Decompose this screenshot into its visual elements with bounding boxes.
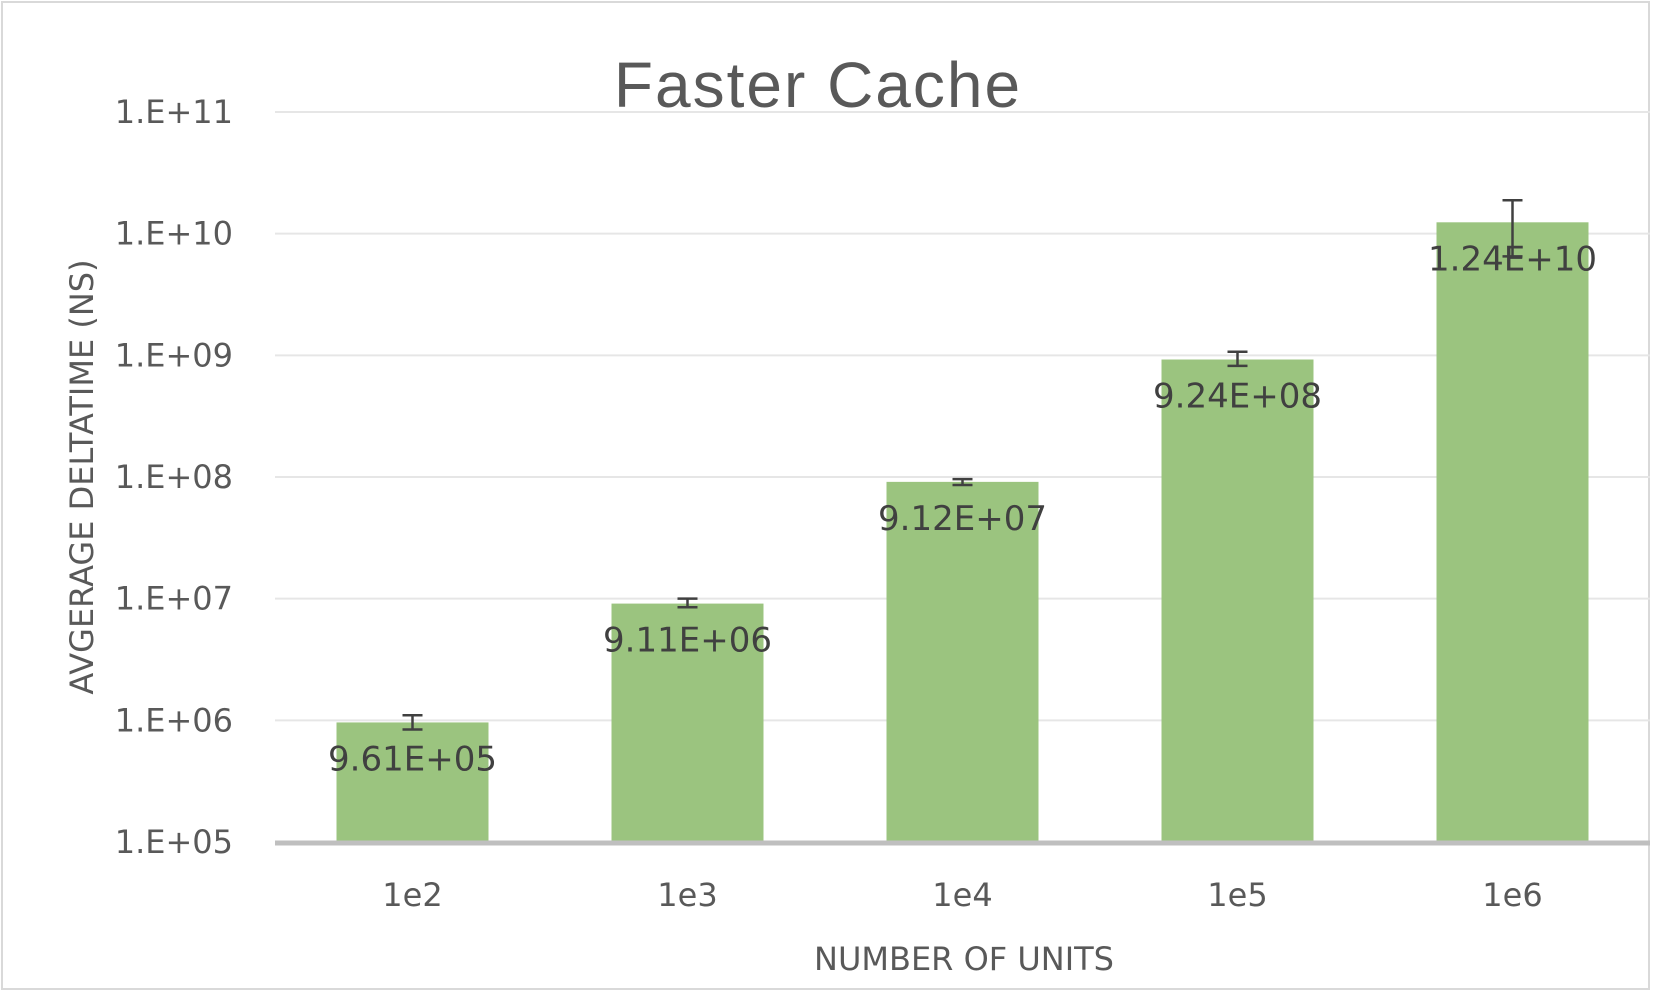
y-axis-tick-labels: 1.E+05 1.E+06 1.E+07 1.E+08 1.E+09 1.E+10 1.E+… bbox=[115, 93, 233, 861]
bar bbox=[886, 481, 1039, 842]
error-bar bbox=[952, 477, 973, 487]
y-tick-label: 1.E+08 bbox=[115, 458, 233, 496]
error-bar bbox=[677, 597, 698, 609]
y-axis-title: AVGERAGE DELTATIME (NS) bbox=[63, 259, 101, 694]
y-tick-label: 1.E+10 bbox=[115, 215, 233, 253]
data-label: 9.11E+06 bbox=[603, 621, 772, 661]
data-label: 9.12E+07 bbox=[878, 499, 1047, 539]
y-tick-label: 1.E+09 bbox=[115, 336, 233, 374]
data-label: 9.61E+05 bbox=[328, 739, 497, 779]
x-tick-label: 1e5 bbox=[1207, 876, 1267, 914]
error-bar bbox=[402, 714, 423, 731]
x-axis-title: NUMBER OF UNITS bbox=[814, 940, 1114, 978]
error-bar bbox=[1227, 350, 1248, 368]
bar bbox=[1436, 222, 1589, 842]
data-labels: 9.61E+05 9.11E+06 9.12E+07 9.24E+08 1.24E+10 bbox=[328, 239, 1597, 779]
error-bars bbox=[402, 199, 1523, 731]
x-tick-label: 1e4 bbox=[932, 876, 992, 914]
bars bbox=[336, 222, 1589, 842]
chart-title: Faster Cache bbox=[614, 49, 1022, 121]
y-tick-label: 1.E+07 bbox=[115, 580, 233, 618]
y-tick-label: 1.E+11 bbox=[115, 93, 233, 131]
x-axis-tick-labels: 1e2 1e3 1e4 1e5 1e6 bbox=[382, 876, 1542, 914]
bar bbox=[611, 603, 764, 842]
y-tick-label: 1.E+06 bbox=[115, 701, 233, 739]
data-label: 1.24E+10 bbox=[1428, 239, 1597, 279]
x-tick-label: 1e2 bbox=[382, 876, 442, 914]
x-tick-label: 1e6 bbox=[1482, 876, 1542, 914]
bar bbox=[336, 722, 489, 842]
error-bar bbox=[1502, 199, 1523, 258]
data-label: 9.24E+08 bbox=[1153, 377, 1322, 417]
gridlines bbox=[275, 111, 1650, 722]
bar bbox=[1161, 359, 1314, 842]
y-tick-label: 1.E+05 bbox=[115, 823, 233, 861]
x-tick-label: 1e3 bbox=[657, 876, 717, 914]
